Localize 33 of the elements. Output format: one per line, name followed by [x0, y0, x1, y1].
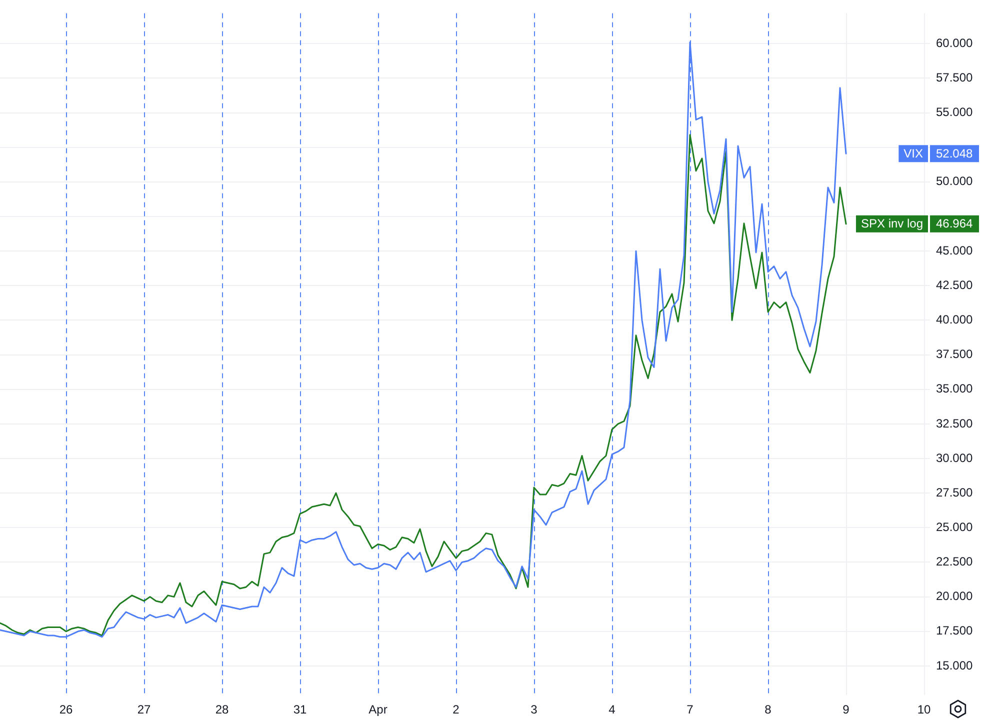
- x-tick-label: 10: [917, 702, 931, 717]
- y-tick-label: 20.000: [936, 589, 974, 604]
- y-tick-label: 57.500: [936, 70, 974, 85]
- y-tick-label: 15.000: [936, 658, 974, 672]
- x-tick-label: 8: [764, 702, 772, 717]
- y-tick-label: 25.000: [936, 520, 974, 534]
- x-tick-label: 4: [608, 702, 616, 717]
- y-tick-label: 50.000: [936, 174, 974, 188]
- legend-label: SPX inv log: [860, 216, 924, 231]
- x-tick-label: 3: [530, 702, 538, 717]
- y-tick-label: 17.500: [936, 624, 974, 638]
- y-tick-label: 27.500: [936, 485, 974, 500]
- y-tick-label: 60.000: [936, 36, 974, 50]
- y-tick-label: 22.500: [936, 554, 974, 569]
- y-tick-label: 55.000: [936, 105, 974, 120]
- x-tick-label: 7: [686, 702, 694, 717]
- x-tick-label: 26: [59, 702, 73, 717]
- y-tick-label: 32.500: [936, 416, 974, 430]
- text: 46.964: [936, 216, 974, 231]
- x-tick-label: 9: [842, 702, 850, 717]
- y-tick-label: 45.000: [936, 243, 974, 258]
- x-tick-label: 27: [137, 702, 151, 717]
- y-tick-label: 42.500: [936, 278, 974, 292]
- x-tick-label: 2: [452, 702, 460, 717]
- x-tick-label: 28: [215, 702, 229, 717]
- x-tick-label: 31: [293, 702, 307, 717]
- y-tick-label: 40.000: [936, 312, 974, 327]
- legend-label: VIX: [904, 146, 923, 160]
- y-tick-label: 37.500: [936, 347, 974, 362]
- text: 52.048: [936, 146, 974, 160]
- y-tick-label: 35.000: [936, 382, 974, 396]
- x-tick-label: Apr: [368, 702, 388, 717]
- y-tick-label: 30.000: [936, 450, 974, 465]
